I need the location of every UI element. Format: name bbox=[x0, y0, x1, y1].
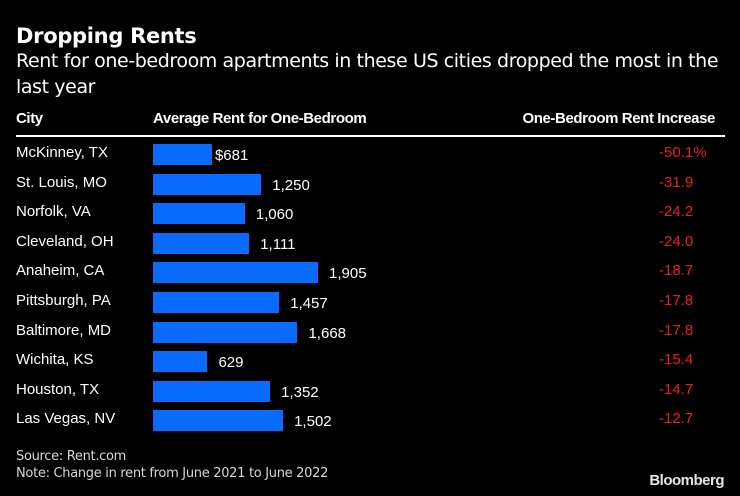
rent-bar bbox=[153, 262, 318, 284]
rent-bar bbox=[153, 232, 250, 254]
table-row: Las Vegas, NV 1,502 -12.7 bbox=[0, 406, 740, 436]
rent-increase-value: -18.7 bbox=[659, 262, 694, 280]
rent-bar bbox=[153, 410, 284, 432]
chart-subtitle: Rent for one-bedroom apartments in these… bbox=[16, 50, 719, 98]
city-label: St. Louis, MO bbox=[16, 173, 107, 191]
city-label: Wichita, KS bbox=[16, 351, 94, 369]
rent-value-label: 1,111 bbox=[260, 235, 296, 253]
table-row: Baltimore, MD 1,668 -17.8 bbox=[0, 318, 740, 348]
rent-increase-value: -14.7 bbox=[659, 380, 694, 398]
table-row: Norfolk, VA 1,060 -24.2 bbox=[0, 199, 740, 229]
rent-bar bbox=[153, 203, 245, 225]
table-row: Pittsburgh, PA 1,457 -17.8 bbox=[0, 288, 740, 318]
table-row: Wichita, KS 629 -15.4 bbox=[0, 347, 740, 377]
footnote: Note: Change in rent from June 2021 to J… bbox=[16, 466, 329, 481]
table-row: Anaheim, CA 1,905 -18.7 bbox=[0, 258, 740, 288]
city-label: Anaheim, CA bbox=[16, 262, 105, 280]
table-row: McKinney, TX $681 -50.1% bbox=[0, 140, 740, 170]
rent-increase-value: -12.7 bbox=[659, 410, 694, 428]
rent-value-label: 1,352 bbox=[281, 383, 319, 401]
rent-bar bbox=[153, 144, 212, 165]
rent-value-label: 1,250 bbox=[272, 176, 310, 194]
rent-value-label: 1,905 bbox=[329, 265, 367, 283]
rent-value-label: $681 bbox=[214, 147, 249, 164]
rent-value-label: 1,668 bbox=[308, 324, 347, 342]
column-header-increase: One-Bedroom Rent Increase bbox=[522, 110, 715, 127]
rent-value-label: 1,502 bbox=[294, 413, 332, 431]
city-label: McKinney, TX bbox=[16, 144, 108, 161]
table-row: Houston, TX 1,352 -14.7 bbox=[0, 377, 740, 407]
rent-increase-value: -24.2 bbox=[659, 203, 694, 221]
bloomberg-logo: Bloomberg bbox=[649, 472, 724, 489]
rent-increase-value: -17.8 bbox=[659, 321, 694, 339]
source-note: Source: Rent.com bbox=[16, 449, 127, 464]
city-label: Pittsburgh, PA bbox=[16, 292, 111, 309]
city-label: Baltimore, MD bbox=[16, 321, 112, 339]
city-label: Norfolk, VA bbox=[16, 203, 91, 221]
rent-bar bbox=[153, 292, 280, 313]
rent-value-label: 629 bbox=[218, 354, 244, 372]
rent-value-label: 1,060 bbox=[255, 206, 294, 224]
city-label: Cleveland, OH bbox=[16, 232, 114, 250]
column-header-city: City bbox=[16, 110, 43, 127]
rent-bar bbox=[153, 351, 208, 373]
rent-bar bbox=[153, 321, 298, 343]
rent-value-label: 1,457 bbox=[290, 295, 328, 312]
rent-increase-value: -50.1% bbox=[659, 144, 707, 161]
rent-bar bbox=[153, 173, 262, 195]
chart-title: Dropping Rents bbox=[16, 24, 197, 48]
table-row: St. Louis, MO 1,250 -31.9 bbox=[0, 170, 740, 200]
column-header-rent: Average Rent for One-Bedroom bbox=[153, 110, 367, 127]
rent-bar bbox=[153, 380, 271, 402]
header-divider bbox=[16, 135, 725, 137]
rent-increase-value: -15.4 bbox=[659, 351, 694, 369]
table-row: Cleveland, OH 1,111 -24.0 bbox=[0, 229, 740, 259]
city-label: Houston, TX bbox=[16, 380, 100, 398]
rent-increase-value: -31.9 bbox=[659, 173, 694, 191]
city-label: Las Vegas, NV bbox=[16, 410, 116, 428]
rent-increase-value: -24.0 bbox=[659, 232, 694, 250]
rent-increase-value: -17.8 bbox=[659, 292, 694, 309]
